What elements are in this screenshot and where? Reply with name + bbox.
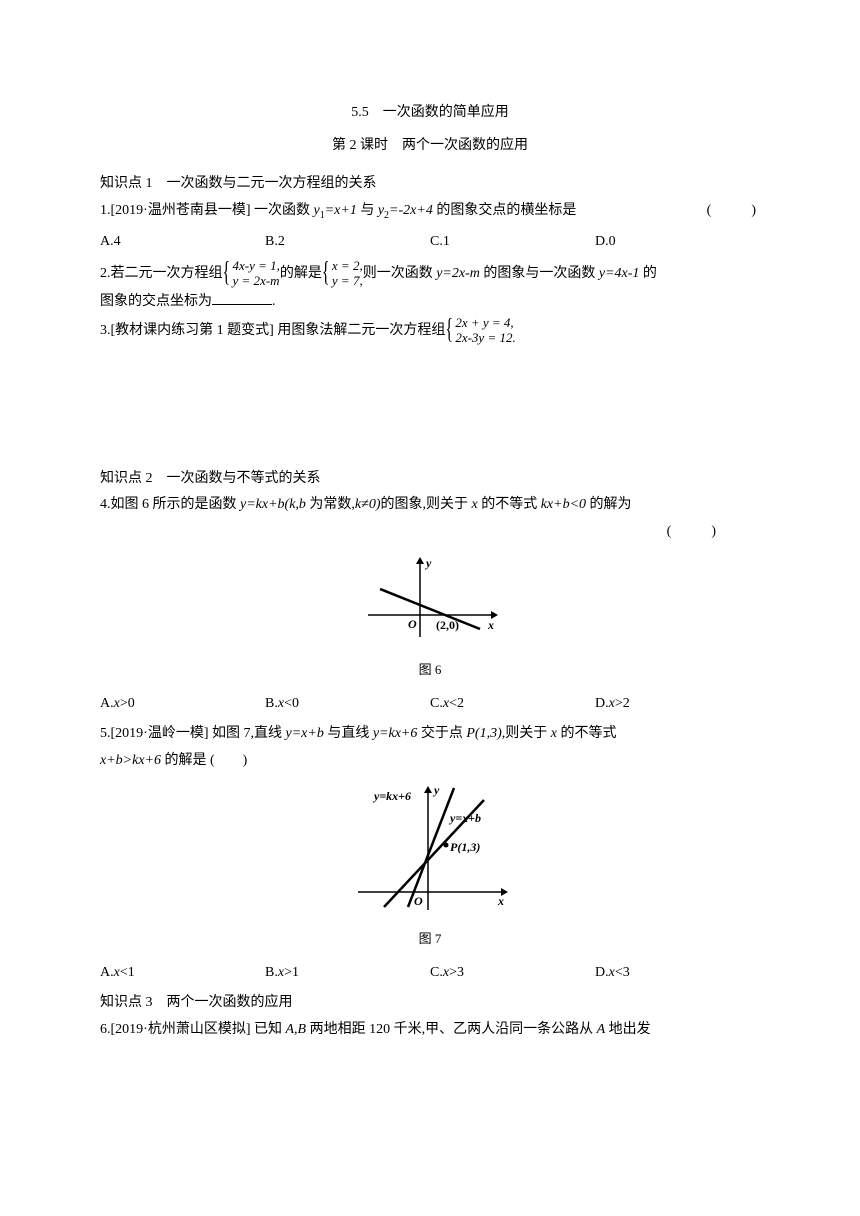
q5-options: A.x<1 B.x>1 C.x>3 D.x<3 [100, 960, 760, 987]
q1-opt-b: B.2 [265, 229, 430, 256]
svg-text:y: y [424, 556, 432, 570]
work-space [100, 346, 760, 466]
svg-text:y: y [432, 783, 440, 797]
question-3: 3.[教材课内练习第 1 题变式] 用图象法解二元一次方程组 2x + y = … [100, 316, 760, 346]
svg-text:x: x [497, 894, 504, 908]
q4-paren-row: ( ) [100, 519, 760, 546]
svg-text:y=kx+6: y=kx+6 [372, 789, 411, 803]
svg-text:O: O [408, 617, 417, 631]
question-6: 6.[2019·杭州萧山区模拟] 已知 A,B 两地相距 120 千米,甲、乙两… [100, 1017, 760, 1044]
q4-opt-a: A.x>0 [100, 691, 265, 718]
question-2-line2: 图象的交点坐标为. [100, 289, 760, 316]
q5-opt-c: C.x>3 [430, 960, 595, 987]
doc-title: 5.5 一次函数的简单应用 [100, 100, 760, 127]
knowledge-point-2: 知识点 2 一次函数与不等式的关系 [100, 466, 760, 493]
question-4: 4.如图 6 所示的是函数 y=kx+b(k,b 为常数,k≠0)的图象,则关于… [100, 492, 760, 519]
figure-7: y x Oy=kx+6 y=x+b P(1,3) [100, 782, 760, 923]
question-5: 5.[2019·温岭一模] 如图 7,直线 y=x+b 与直线 y=kx+6 交… [100, 721, 760, 748]
brace-system-1: 4x-y = 1, y = 2x-m [223, 259, 280, 289]
brace-system-3: 2x + y = 4, 2x-3y = 12. [445, 316, 515, 346]
q4-opt-d: D.x>2 [595, 691, 760, 718]
knowledge-point-3: 知识点 3 两个一次函数的应用 [100, 990, 760, 1017]
figure-7-svg: y x Oy=kx+6 y=x+b P(1,3) [350, 782, 510, 912]
figure-6-svg: y x O (2,0) [360, 553, 500, 643]
question-2: 2.若二元一次方程组 4x-y = 1, y = 2x-m 的解是 x = 2,… [100, 259, 760, 289]
question-5-line2: x+b>kx+6 的解是 ( ) [100, 748, 760, 775]
q4-opt-c: C.x<2 [430, 691, 595, 718]
svg-text:x: x [487, 618, 494, 632]
svg-text:P(1,3): P(1,3) [450, 840, 480, 854]
svg-text:(2,0): (2,0) [436, 618, 459, 632]
q5-opt-d: D.x<3 [595, 960, 760, 987]
brace-system-2: x = 2, y = 7, [322, 259, 363, 289]
answer-paren: ( ) [707, 198, 760, 225]
q5-opt-b: B.x>1 [265, 960, 430, 987]
knowledge-point-1: 知识点 1 一次函数与二元一次方程组的关系 [100, 171, 760, 198]
fill-blank [212, 290, 272, 305]
q4-opt-b: B.x<0 [265, 691, 430, 718]
svg-text:y=x+b: y=x+b [448, 811, 481, 825]
question-1: 1.[2019·温州苍南县一模] 一次函数 y1=x+1 与 y2=-2x+4 … [100, 198, 760, 225]
q1-opt-d: D.0 [595, 229, 760, 256]
q5-opt-a: A.x<1 [100, 960, 265, 987]
figure-7-caption: 图 7 [100, 927, 760, 952]
q1-options: A.4 B.2 C.1 D.0 [100, 229, 760, 256]
figure-6-caption: 图 6 [100, 658, 760, 683]
svg-text:O: O [414, 894, 423, 908]
figure-6: y x O (2,0) [100, 553, 760, 654]
q1-opt-c: C.1 [430, 229, 595, 256]
q4-options: A.x>0 B.x<0 C.x<2 D.x>2 [100, 691, 760, 718]
q1-opt-a: A.4 [100, 229, 265, 256]
doc-subtitle: 第 2 课时 两个一次函数的应用 [100, 133, 760, 160]
